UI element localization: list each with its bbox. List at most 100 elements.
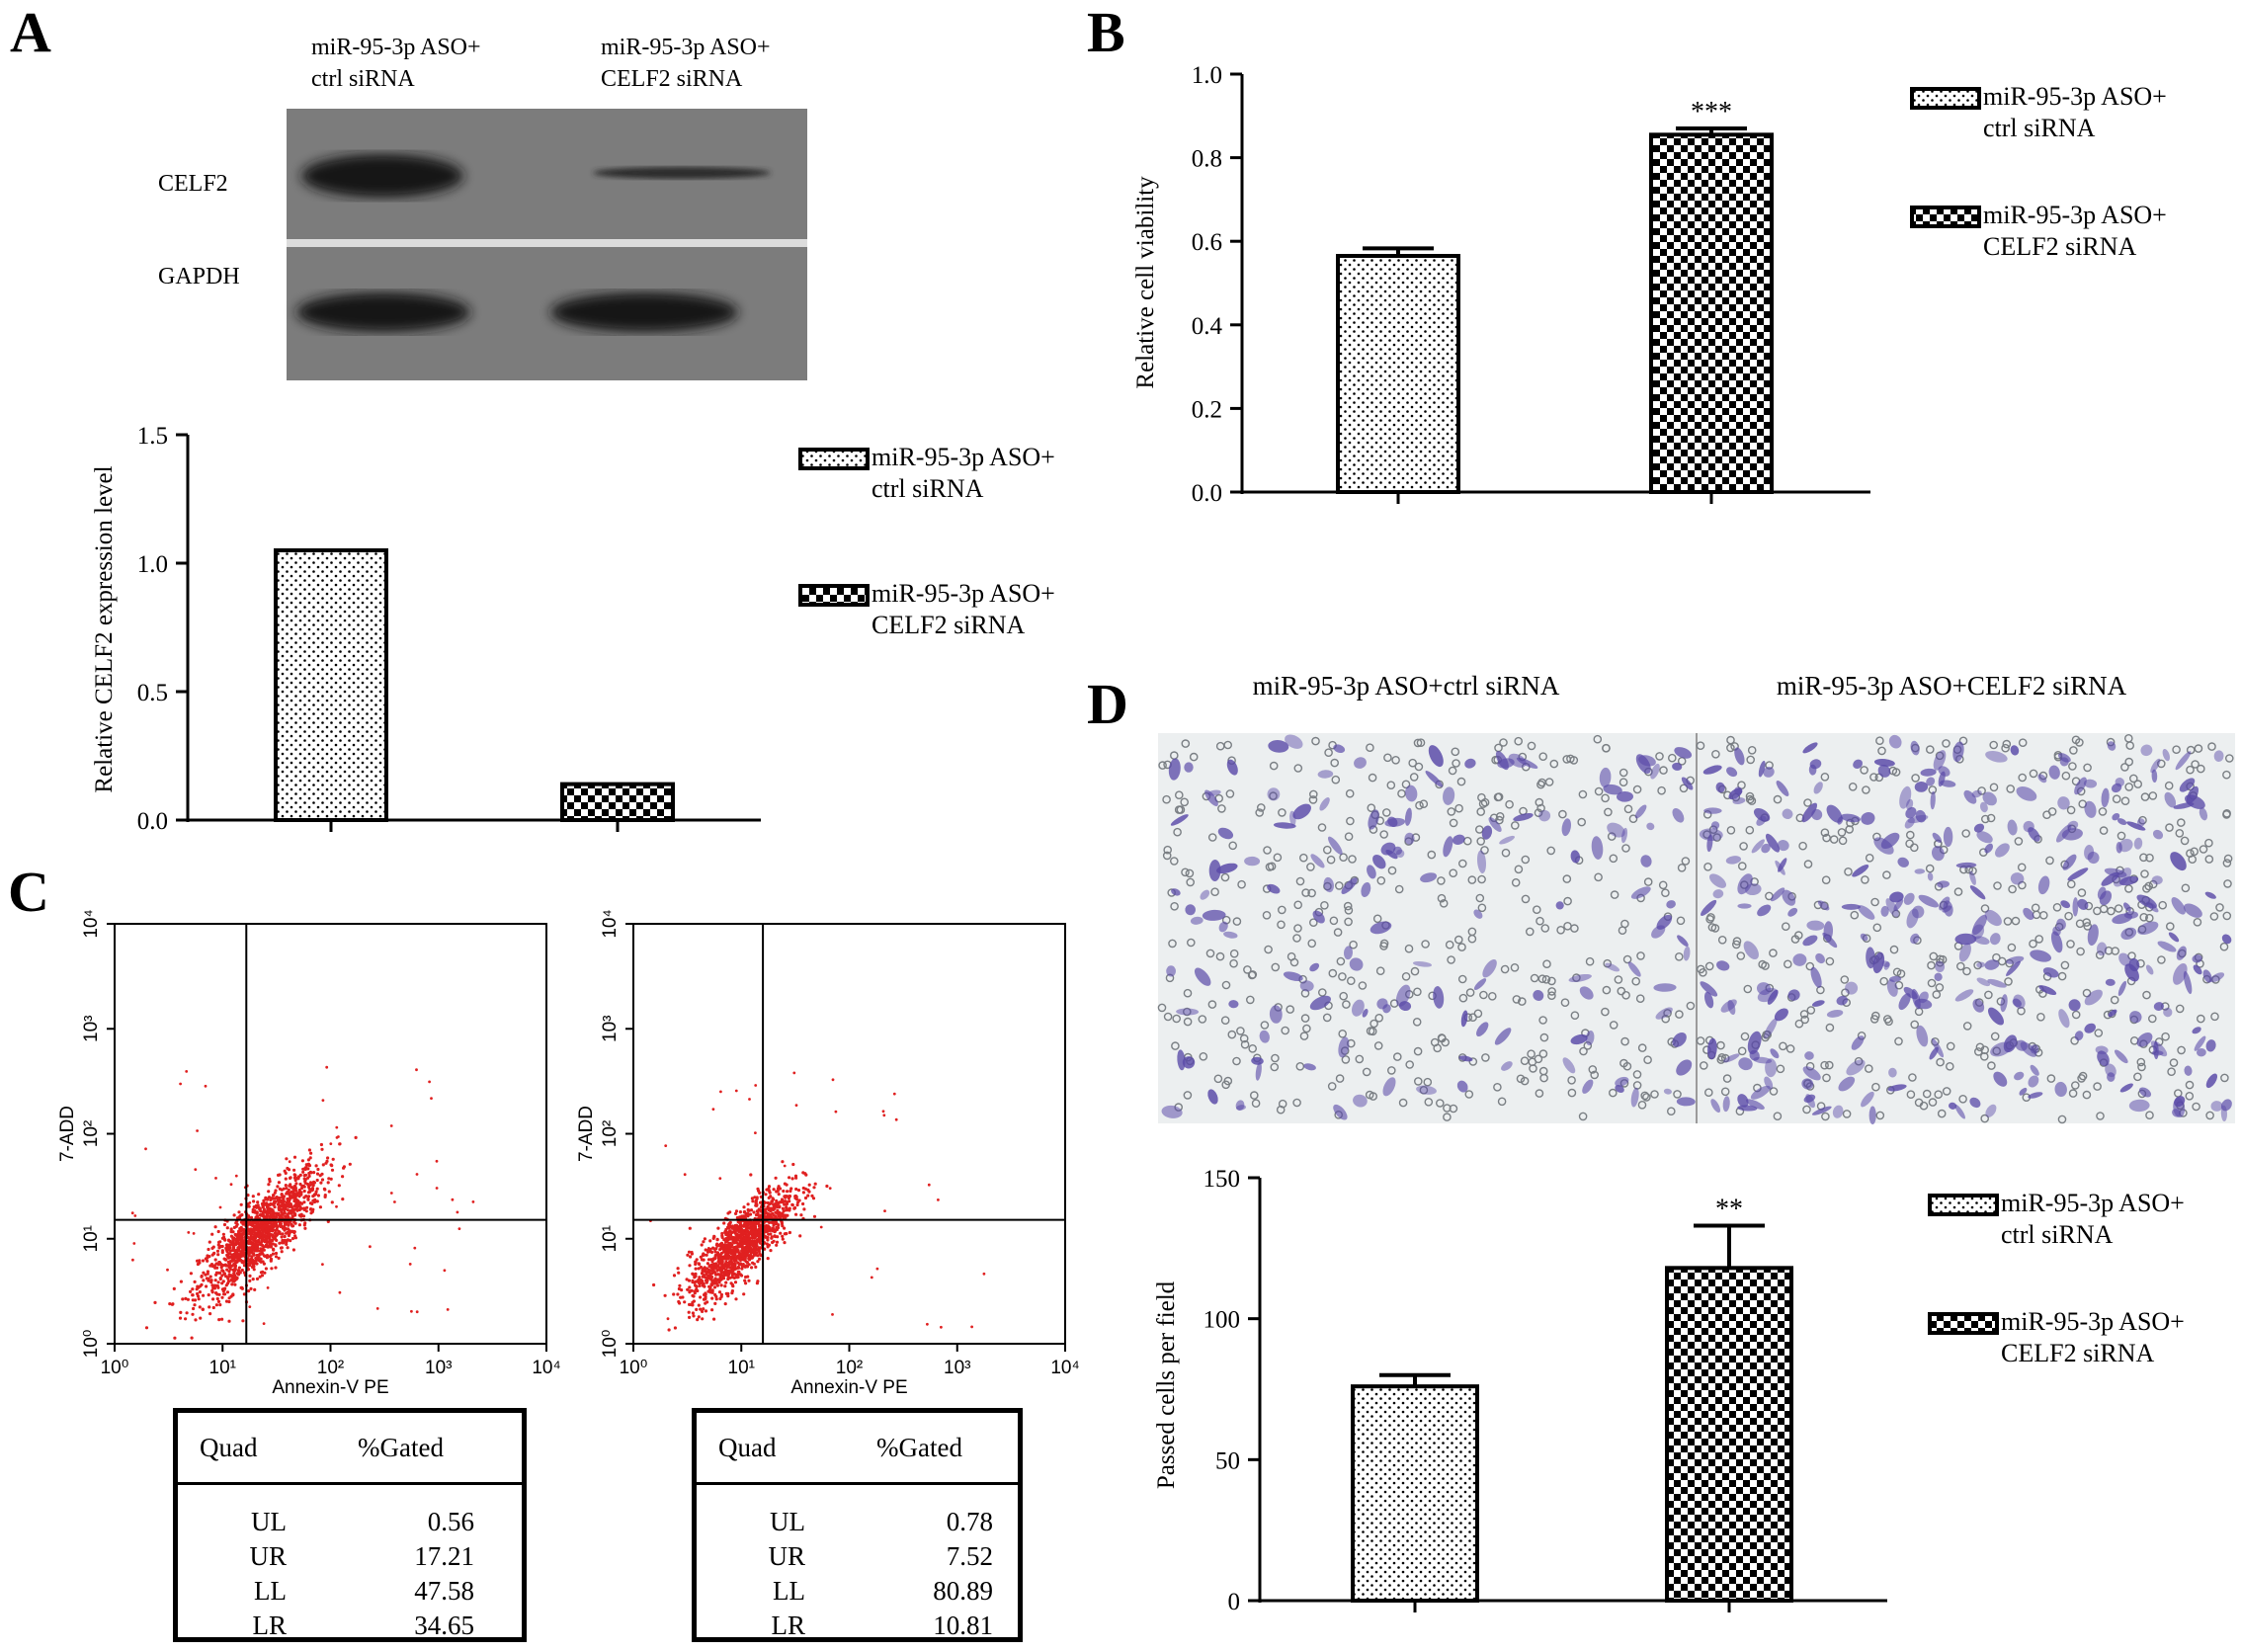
chart-a-ytick-label: 1.0 [137, 551, 168, 578]
micrograph-ctrl-stained-cell [1184, 762, 1194, 773]
chart-b-legend-label-1-line-2: ctrl siRNA [1983, 114, 2096, 142]
panel-label-d: D [1087, 672, 1128, 736]
chart-d-legend-swatch-1 [1928, 1194, 1999, 1216]
micrograph-ctrl-stained-cell [1620, 827, 1628, 844]
micrograph-celf2-stained-cell [1915, 809, 1927, 823]
micrograph-celf2-stained-cell [1732, 797, 1746, 805]
micrograph-ctrl-stained-cell [1353, 1094, 1368, 1108]
micrograph-celf2-stained-cell [2057, 796, 2070, 810]
micrograph-ctrl-stained-cell [1615, 1084, 1624, 1094]
micrograph-celf2-stained-cell [1943, 900, 1953, 917]
micrograph-celf2-stained-cell [2028, 1075, 2039, 1088]
micrograph-celf2-stained-cell [2183, 903, 2202, 918]
micrograph-celf2-stained-cell [2136, 894, 2157, 909]
micrograph-ctrl-stained-cell [1476, 850, 1487, 873]
micrograph-ctrl-stained-cell [1513, 813, 1534, 822]
micrograph-celf2-stained-cell [1704, 991, 1714, 1009]
micrograph-celf2-stained-cell [1949, 1102, 1957, 1110]
micrograph-celf2-stained-cell [1973, 823, 1985, 833]
micrograph-celf2-stained-cell [1911, 988, 1921, 1010]
micrograph-celf2-stained-cell [1725, 856, 1742, 865]
micrograph-celf2-stained-cell [2172, 963, 2188, 985]
gating-table-1-row: LL 47.58 [178, 1574, 522, 1609]
micrograph-celf2-stained-cell [2074, 777, 2087, 795]
flow-plot-2-ytick-label: 10⁰ [600, 1330, 621, 1359]
micrograph-celf2-stained-cell [2204, 891, 2216, 899]
micrograph-ctrl-stained-cell [1570, 1033, 1588, 1045]
flow-plot-1-xtick-label: 10⁰ [101, 1358, 129, 1378]
micrograph-celf2-stained-cell [2209, 972, 2225, 983]
micrograph-celf2-stained-cell [2095, 1045, 2109, 1055]
micrograph-celf2-stained-cell [1756, 982, 1772, 996]
micrograph-ctrl-stained-cell [1672, 1032, 1687, 1047]
micrograph-celf2-stained-cell [2118, 952, 2131, 966]
flow-plot-1-frame [114, 923, 547, 1345]
chart-a-legend-swatch-2 [798, 584, 870, 607]
micrograph-celf2-stained-cell [2107, 741, 2116, 751]
micrograph-celf2-stained-cell [1883, 961, 1890, 970]
micrograph-celf2-stained-cell [1989, 933, 2001, 946]
micrograph-celf2-stained-cell [2030, 950, 2052, 962]
micrograph-celf2-stained-cell [1873, 758, 1895, 767]
micrograph-celf2-stained-cell [1722, 1096, 1730, 1113]
micrograph-celf2-stained-cell [2164, 791, 2177, 808]
micrograph-celf2-stained-cell [1703, 807, 1722, 814]
micrograph-ctrl-stained-cell [1499, 835, 1516, 845]
micrograph-ctrl-stained-cell [1319, 797, 1330, 811]
micrograph-celf2-stained-cell [1932, 832, 1942, 843]
micrograph-celf2-stained-cell [1802, 742, 1818, 754]
micrograph-ctrl-stained-cell [1562, 1057, 1576, 1074]
chart-d-ytick-label: 150 [1204, 1166, 1241, 1193]
micrograph-celf2-stained-cell [1984, 843, 1994, 854]
micrograph-ctrl-stained-cell [1627, 961, 1641, 977]
micrograph-celf2-stained-cell [1737, 1094, 1749, 1108]
micrograph-celf2-stained-cell [1758, 760, 1766, 778]
micrograph-celf2-stained-cell [1715, 782, 1725, 793]
blot-band-gapdh-lane1 [296, 292, 470, 332]
micrograph-ctrl-stained-cell [1443, 836, 1453, 858]
micrograph-celf2-stained-cell [1767, 989, 1779, 1005]
micrograph-ctrl-stained-cell [1170, 814, 1189, 826]
micrograph-celf2-stained-cell [1979, 801, 1988, 813]
micrograph-celf2-stained-cell [2118, 838, 2133, 853]
micrograph-celf2-stained-cell [1994, 843, 2010, 858]
quad-value: 17.21 [414, 1541, 474, 1571]
micrograph-celf2-stained-cell [1728, 787, 1743, 800]
micrograph-ctrl-stained-cell [1676, 1059, 1693, 1076]
micrograph-celf2-stained-cell [1940, 780, 1956, 787]
micrograph-ctrl-stained-cell [1579, 986, 1594, 1000]
micrograph-ctrl-stained-cell [1635, 754, 1651, 774]
micrograph-celf2-stained-cell [1777, 840, 1789, 852]
micrograph-ctrl-stained-cell [1538, 809, 1551, 822]
western-blot: miR-95-3p ASO+ ctrl siRNA miR-95-3p ASO+… [158, 35, 807, 380]
micrograph-ctrl-stained-cell [1228, 1000, 1239, 1009]
micrograph-celf2-stained-cell [1955, 862, 1977, 868]
micrograph-ctrl-stained-cell [1267, 787, 1281, 801]
micrograph-celf2-stained-cell [2015, 1039, 2028, 1051]
micrograph-celf2-stained-cell [1699, 828, 1723, 842]
quad-label: UL [770, 1507, 805, 1536]
micrograph-celf2-stained-cell [1747, 1031, 1762, 1055]
micrograph-ctrl-stained-cell [1561, 818, 1571, 837]
micrograph-ctrl-stained-cell [1677, 935, 1689, 947]
micrograph-ctrl-stained-cell [1226, 759, 1238, 776]
micrograph-celf2-stained-cell [1954, 933, 1977, 946]
micrograph-celf2-stained-cell [1910, 933, 1920, 945]
micrograph-celf2-stained-cell [1993, 1071, 2008, 1087]
chart-d-legend-label-1-line-2: ctrl siRNA [2001, 1220, 2114, 1249]
micrograph-celf2-stained-cell [2114, 1049, 2128, 1064]
micrograph-ctrl-stained-cell [1651, 925, 1666, 939]
chart-b-ytick-label: 0.2 [1192, 396, 1222, 423]
micrograph-ctrl-stained-cell [1672, 762, 1683, 771]
micrograph-ctrl-stained-cell [1283, 971, 1303, 982]
micrograph-ctrl-stained-cell [1508, 753, 1527, 768]
micrographs: miR-95-3p ASO+ctrl siRNA miR-95-3p ASO+C… [1157, 671, 2235, 1125]
micrograph-ctrl-stained-cell [1208, 860, 1221, 881]
micrograph-ctrl-stained-cell [1681, 777, 1694, 790]
micrograph-celf2-stained-cell [2006, 960, 2021, 976]
quad-value: 47.58 [414, 1576, 474, 1606]
micrograph-celf2-stained-cell [1710, 1099, 1721, 1114]
chart-a-ytick-label: 0.5 [137, 680, 168, 706]
micrograph-ctrl-stained-cell [1666, 900, 1676, 909]
